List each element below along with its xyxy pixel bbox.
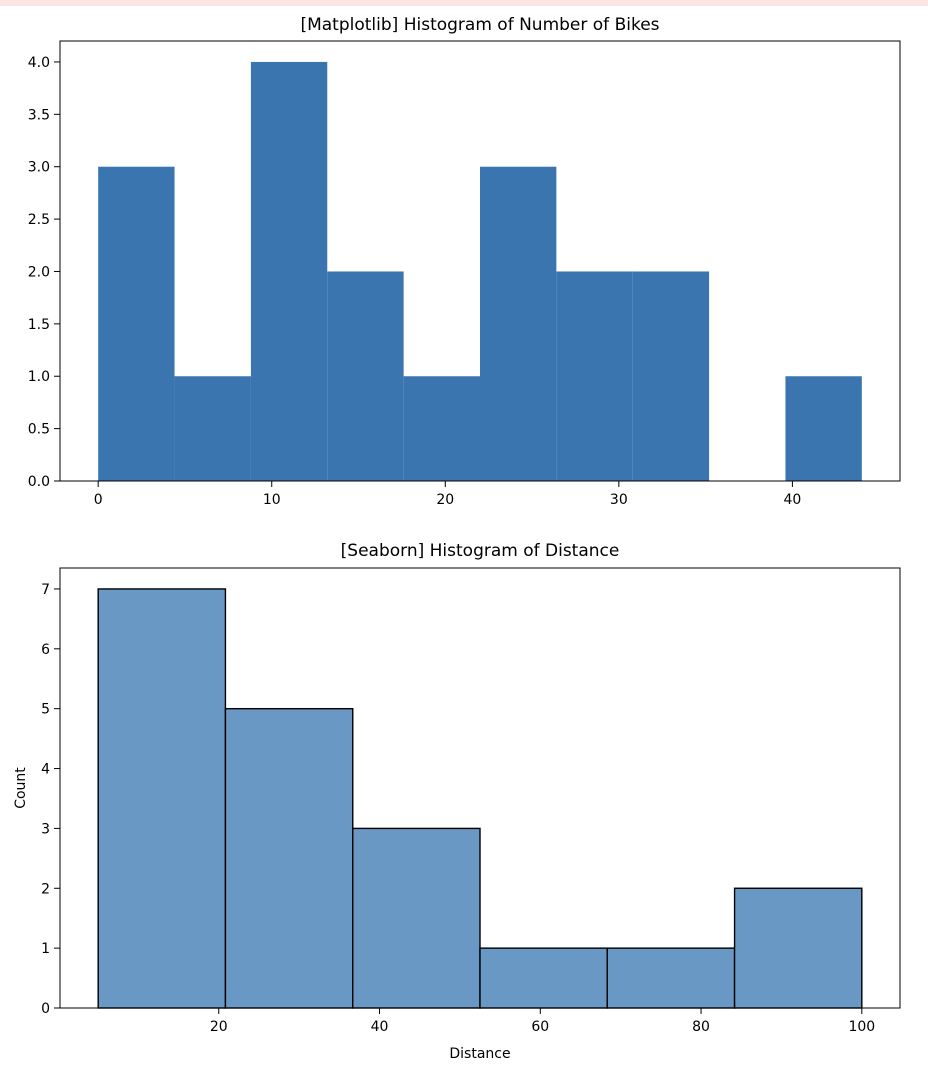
chart-distance-x-tick-label: 40	[371, 1019, 389, 1035]
chart-distance-x-tick-label: 60	[531, 1019, 549, 1035]
chart-bikes-bar	[327, 271, 404, 481]
chart-distance-y-tick-label: 7	[41, 582, 50, 598]
chart-bikes-bar	[632, 271, 710, 481]
chart-bikes-frame	[59, 40, 901, 482]
chart-distance-bar	[224, 707, 354, 1009]
chart-distance-bar	[479, 947, 608, 1009]
chart-bikes-y-tick-label: 3.5	[28, 107, 50, 123]
chart-distance-y-axis-label: Count	[13, 767, 29, 809]
chart-bikes-title: [Matplotlib] Histogram of Number of Bike…	[300, 15, 659, 35]
chart-bikes-y-tick-label: 1.5	[28, 317, 50, 333]
chart-distance-bar	[733, 887, 863, 1009]
chart-bikes-bar	[174, 376, 251, 481]
chart-bikes-x-ticks: 0 10 20 30 40	[94, 481, 801, 508]
chart-bikes-x-tick-label: 30	[610, 492, 628, 508]
chart-distance-y-tick-label: 5	[41, 702, 50, 718]
chart-distance-bar	[97, 588, 227, 1009]
chart-distance-bar	[606, 947, 736, 1009]
chart-distance: [Seaborn] Histogram of Distance 20 40 60 80…	[13, 541, 901, 1062]
chart-distance-y-tick-label: 6	[41, 642, 50, 658]
chart-distance-frame	[59, 567, 901, 1009]
chart-distance-x-ticks: 20 40 60 80 100	[210, 1008, 875, 1035]
chart-distance-y-tick-label: 0	[41, 1001, 50, 1017]
chart-bikes-bar	[98, 166, 175, 481]
chart-distance-y-tick-label: 1	[41, 941, 50, 957]
chart-bikes-y-tick-label: 2.0	[28, 264, 50, 280]
chart-bikes-y-tick-label: 1.0	[28, 369, 50, 385]
chart-distance-y-tick-label: 4	[41, 762, 50, 778]
chart-distance-y-ticks: 0 1 2 3 4 5 6 7	[41, 582, 60, 1017]
chart-bikes-x-tick-label: 20	[436, 492, 454, 508]
chart-bikes-y-tick-label: 4.0	[28, 55, 50, 71]
chart-bikes-bar	[403, 376, 480, 481]
chart-distance-x-tick-label: 100	[848, 1019, 875, 1035]
chart-distance-y-tick-label: 2	[41, 881, 50, 897]
chart-bikes: [Matplotlib] Histogram of Number of Bike…	[28, 15, 901, 508]
chart-distance-x-axis-label: Distance	[449, 1046, 510, 1062]
chart-bikes-bar	[250, 61, 328, 481]
chart-bikes-y-tick-label: 0.5	[28, 422, 50, 438]
chart-distance-bar	[352, 827, 481, 1009]
chart-bikes-x-tick-label: 10	[263, 492, 281, 508]
chart-distance-title: [Seaborn] Histogram of Distance	[341, 541, 620, 561]
chart-bikes-x-tick-label: 0	[94, 492, 103, 508]
chart-distance-x-tick-label: 80	[692, 1019, 710, 1035]
chart-bikes-x-tick-label: 40	[783, 492, 801, 508]
chart-bikes-y-tick-label: 2.5	[28, 212, 50, 228]
chart-distance-y-tick-label: 3	[41, 821, 50, 837]
chart-distance-x-tick-label: 20	[210, 1019, 228, 1035]
chart-bikes-bars	[98, 61, 862, 481]
chart-distance-bars	[97, 588, 863, 1009]
chart-bikes-y-tick-label: 3.0	[28, 160, 50, 176]
chart-bikes-y-tick-label: 0.0	[28, 474, 50, 490]
chart-bikes-y-ticks: 0.0 0.5 1.0 1.5 2.0 2.5 3.0 3.5 4.0	[28, 55, 60, 490]
chart-bikes-bar	[785, 376, 862, 481]
chart-bikes-bar	[480, 166, 557, 481]
chart-bikes-bar	[556, 271, 633, 481]
top-strip	[0, 0, 928, 6]
